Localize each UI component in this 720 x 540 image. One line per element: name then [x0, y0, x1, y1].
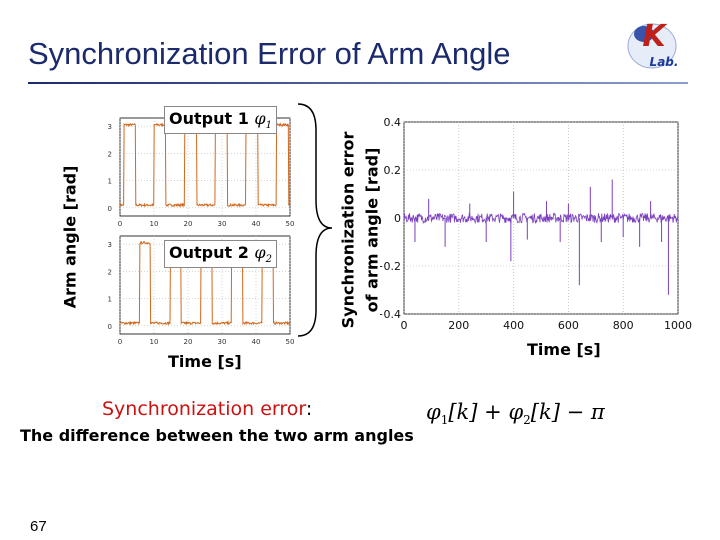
- output2-xtick-label: 30: [218, 338, 227, 346]
- output1-xtick-label: 20: [184, 220, 193, 228]
- sync-xtick-label: 1000: [664, 319, 692, 332]
- output2-symbol: φ2: [254, 243, 272, 266]
- output2-label: Output 2: [169, 243, 249, 262]
- sync-ytick-label: 0.4: [384, 116, 402, 129]
- output1-xtick-label: 10: [150, 220, 159, 228]
- sync-xtick-label: 800: [613, 319, 634, 332]
- output1-label-box: Output 1 φ1: [164, 106, 277, 135]
- sync-xtick-label: 400: [503, 319, 524, 332]
- output2-xtick-label: 10: [150, 338, 159, 346]
- curly-brace: [297, 103, 333, 337]
- sync-ytick-label: 0.2: [384, 164, 402, 177]
- output1-series-line: [119, 121, 291, 208]
- sync-error-description: The difference between the two arm angle…: [20, 426, 414, 445]
- output1-label: Output 1: [169, 109, 249, 128]
- sync-series-line: [403, 212, 679, 225]
- output1-ytick-label: 0: [108, 205, 112, 213]
- right-ylabel-line1: Synchronization error: [338, 131, 358, 329]
- output1-ytick-label: 1: [108, 178, 112, 186]
- output1-ytick-label: 3: [108, 123, 112, 131]
- sync-error-colon: :: [305, 398, 313, 420]
- output2-xtick-label: 40: [252, 338, 261, 346]
- output1-xtick-label: 0: [118, 220, 122, 228]
- output1-plot-frame: [119, 117, 291, 217]
- output2-xtick-label: 0: [118, 338, 122, 346]
- right-xlabel: Time [s]: [527, 340, 601, 359]
- sync-ytick-label: 0: [394, 212, 401, 225]
- output2-ytick-label: 1: [108, 296, 112, 304]
- output2-xtick-label: 20: [184, 338, 193, 346]
- sync-error-heading: Synchronization error:: [102, 398, 312, 420]
- page-number: 67: [30, 518, 47, 535]
- sync-ytick-label: −0.2: [380, 260, 401, 273]
- output1-xtick-label: 40: [252, 220, 261, 228]
- title-underline: [28, 82, 688, 84]
- output1-xtick-label: 30: [218, 220, 227, 228]
- k-lab-logo: K Lab.: [622, 12, 690, 76]
- output2-label-box: Output 2 φ2: [164, 240, 277, 269]
- slide-title: Synchronization Error of Arm Angle: [28, 36, 511, 71]
- output1-symbol: φ1: [254, 109, 272, 132]
- sync-error-heading-text: Synchronization error: [102, 398, 306, 420]
- output2-ytick-label: 3: [108, 241, 112, 249]
- sync-error-formula: φ1[k] + φ2[k] − π: [426, 400, 605, 428]
- sync-xtick-label: 0: [401, 319, 408, 332]
- sync-ytick-label: −0.4: [380, 308, 401, 321]
- output1-xtick-label: 50: [286, 220, 295, 228]
- output1-ytick-label: 2: [108, 150, 112, 158]
- output2-xtick-label: 50: [286, 338, 295, 346]
- left-xlabel: Time [s]: [168, 352, 242, 371]
- logo-subtext: Lab.: [650, 55, 679, 69]
- left-ylabel: Arm angle [rad]: [60, 165, 80, 309]
- output2-ytick-label: 0: [108, 323, 112, 331]
- logo-letter: K: [642, 19, 668, 54]
- sync-xtick-label: 200: [448, 319, 469, 332]
- right-ylabel-line2: of arm angle [rad]: [362, 147, 382, 313]
- output2-ytick-label: 2: [108, 268, 112, 276]
- sync-xtick-label: 600: [558, 319, 579, 332]
